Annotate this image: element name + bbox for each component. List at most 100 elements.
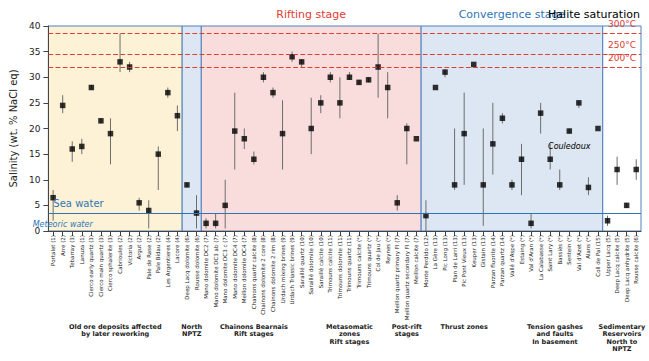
svg-text:Sedimentary: Sedimentary xyxy=(598,322,646,331)
svg-text:10: 10 xyxy=(29,175,41,185)
svg-text:Monte Perdido (12): Monte Perdido (12) xyxy=(423,235,429,287)
svg-text:La Calabasse (*): La Calabasse (*) xyxy=(538,235,544,280)
svg-text:Chainons dolomite 2 rim (8): Chainons dolomite 2 rim (8) xyxy=(270,235,276,312)
svg-text:Keuper (13): Keuper (13) xyxy=(471,235,478,267)
svg-text:Metasomatic: Metasomatic xyxy=(325,322,373,331)
svg-text:5: 5 xyxy=(35,200,41,210)
svg-text:Portalet (1): Portalet (1) xyxy=(50,235,56,266)
svg-text:Reservoirs: Reservoirs xyxy=(602,330,642,339)
svg-text:Bassiès (*): Bassiès (*) xyxy=(557,235,563,264)
svg-text:Sentein (*): Sentein (*) xyxy=(566,235,572,265)
svg-text:Pic Long (13): Pic Long (13) xyxy=(442,235,449,271)
svg-text:15: 15 xyxy=(29,149,40,159)
svg-text:Trimouns calcite (*): Trimouns calcite (*) xyxy=(356,235,362,289)
svg-text:North to: North to xyxy=(606,337,638,346)
svg-text:Meillon quartz secondary FI (7: Meillon quartz secondary FI (7) xyxy=(404,235,411,320)
svg-text:20: 20 xyxy=(29,124,41,134)
svg-text:Old ore deposits affected: Old ore deposits affected xyxy=(69,322,162,331)
svg-text:Urdach Triassic brines (9): Urdach Triassic brines (9) xyxy=(289,235,295,305)
svg-text:Deep Lacq dolomite (6): Deep Lacq dolomite (6) xyxy=(184,235,191,300)
svg-text:Pale de Rase (2): Pale de Rase (2) xyxy=(146,235,152,280)
svg-text:Thrust zones: Thrust zones xyxy=(441,323,488,331)
svg-text:Val d'Azet (*): Val d'Azet (*) xyxy=(576,235,582,271)
svg-text:Rousse dolomite (6): Rousse dolomite (6) xyxy=(194,235,200,290)
svg-text:NPTZ: NPTZ xyxy=(182,330,202,338)
svg-text:250°C: 250°C xyxy=(608,40,636,50)
svg-text:Mano dolomite DC2 (7): Mano dolomite DC2 (7) xyxy=(203,235,209,299)
svg-text:40: 40 xyxy=(29,21,41,31)
svg-text:Chainons Bearnais: Chainons Bearnais xyxy=(219,322,288,331)
svg-text:Val d'Aran (*): Val d'Aran (*) xyxy=(528,235,534,272)
svg-text:Saraillé dolomite (10): Saraillé dolomite (10) xyxy=(308,235,314,294)
svg-text:Couledoux: Couledoux xyxy=(548,142,591,151)
svg-text:Post-rift: Post-rift xyxy=(391,322,422,331)
svg-text:Trimouns quartz (*): Trimouns quartz (*) xyxy=(366,235,373,289)
svg-text:300°C: 300°C xyxy=(608,19,636,29)
svg-text:Cabrioules (2): Cabrioules (2) xyxy=(117,235,123,274)
svg-text:Meillon dolomite DC4 (7): Meillon dolomite DC4 (7) xyxy=(241,235,247,303)
svg-text:Mano dolomite DC3 ab (7): Mano dolomite DC3 ab (7) xyxy=(213,235,219,307)
svg-text:Meillon calcite (7): Meillon calcite (7) xyxy=(413,235,419,284)
svg-text:Argut (2): Argut (2) xyxy=(136,235,143,260)
svg-text:Parzan quartz (14): Parzan quartz (14) xyxy=(499,235,506,286)
svg-text:Tebarray (3): Tebarray (3) xyxy=(69,235,76,269)
svg-text:Urdach mixing brines (9): Urdach mixing brines (9) xyxy=(280,235,287,303)
svg-text:Les Argentieres (4): Les Argentieres (4) xyxy=(165,235,172,287)
svg-text:Pale Bidau (2): Pale Bidau (2) xyxy=(155,235,161,273)
svg-text:Rift stages: Rift stages xyxy=(330,338,370,346)
svg-text:30: 30 xyxy=(29,72,41,82)
svg-text:Saraillé calcite (10): Saraillé calcite (10) xyxy=(318,235,324,288)
svg-text:Convergence stage: Convergence stage xyxy=(458,7,566,21)
svg-text:Saraillé quartz (10): Saraillé quartz (10) xyxy=(299,235,306,288)
svg-text:Upper Lacq (5): Upper Lacq (5) xyxy=(605,235,612,276)
svg-text:35: 35 xyxy=(29,47,40,57)
svg-text:NPTZ: NPTZ xyxy=(612,345,632,353)
svg-text:Deep Lacq calcite (5): Deep Lacq calcite (5) xyxy=(614,235,621,294)
svg-text:In basement: In basement xyxy=(532,338,578,346)
svg-text:Chainons quartz calcite (8): Chainons quartz calcite (8) xyxy=(251,235,258,309)
svg-text:Cierco early quartz (3): Cierco early quartz (3) xyxy=(88,235,95,297)
svg-text:and faults: and faults xyxy=(536,330,574,339)
svg-text:zones: zones xyxy=(338,330,360,339)
svg-text:Lanuza (1): Lanuza (1) xyxy=(79,235,85,264)
svg-text:Trimouns dolomite (11): Trimouns dolomite (11) xyxy=(337,235,343,300)
svg-text:Trimouns quartz (11): Trimouns quartz (11) xyxy=(346,235,353,293)
svg-text:Victoria (2): Victoria (2) xyxy=(127,235,133,265)
svg-text:25: 25 xyxy=(29,98,40,108)
svg-text:Pic Pont Vieux (13): Pic Pont Vieux (13) xyxy=(461,235,467,287)
svg-text:Reynes (*): Reynes (*) xyxy=(385,235,392,264)
svg-text:Arre (2): Arre (2) xyxy=(60,235,66,256)
svg-text:Sea water: Sea water xyxy=(53,198,104,209)
svg-text:Col de Jau (*): Col de Jau (*) xyxy=(375,235,382,271)
svg-text:Chainons dolomite 2 core (8): Chainons dolomite 2 core (8) xyxy=(260,235,266,315)
svg-text:Saint Lary (*): Saint Lary (*) xyxy=(547,235,554,272)
svg-text:stages: stages xyxy=(395,330,419,338)
svg-text:Cierco main quartz (3): Cierco main quartz (3) xyxy=(98,235,105,297)
svg-text:Coll de Pal (15): Coll de Pal (15) xyxy=(595,235,601,277)
svg-text:Halite saturation: Halite saturation xyxy=(548,7,640,21)
svg-text:Mano dolomite DC3 c (7): Mano dolomite DC3 c (7) xyxy=(222,235,228,304)
svg-text:La Gère (13): La Gère (13) xyxy=(432,235,438,269)
svg-text:Vallé d'Aspe (*): Vallé d'Aspe (*) xyxy=(509,235,516,277)
svg-text:Alans (*): Alans (*) xyxy=(585,235,591,259)
svg-text:Rift stages: Rift stages xyxy=(234,330,274,338)
svg-text:Rousse calcite (6): Rousse calcite (6) xyxy=(633,235,639,284)
svg-text:Lacore (4): Lacore (4) xyxy=(174,235,180,263)
svg-text:Meillon quartz primary FI (7): Meillon quartz primary FI (7) xyxy=(394,235,401,313)
svg-text:by later reworking: by later reworking xyxy=(81,330,149,338)
svg-text:Mano dolomite DC4 (7): Mano dolomite DC4 (7) xyxy=(232,235,238,299)
svg-text:Salinity (wt. % NaCl eq): Salinity (wt. % NaCl eq) xyxy=(8,69,19,187)
svg-text:Plan de Larri (13): Plan de Larri (13) xyxy=(452,235,458,283)
svg-text:Cierco sphalerite (3): Cierco sphalerite (3) xyxy=(107,235,114,291)
svg-text:Parzan fluorite (14): Parzan fluorite (14) xyxy=(490,235,496,288)
svg-text:Meteoric water: Meteoric water xyxy=(33,220,94,229)
svg-text:North: North xyxy=(181,322,203,331)
svg-text:Rifting stage: Rifting stage xyxy=(276,8,346,21)
svg-text:200°C: 200°C xyxy=(608,53,636,63)
svg-text:Gistain (13): Gistain (13) xyxy=(480,235,486,267)
svg-text:Tension gashes: Tension gashes xyxy=(527,322,583,331)
svg-text:Estaing (*): Estaing (*) xyxy=(519,235,526,264)
svg-text:Trimouns calcite (11): Trimouns calcite (11) xyxy=(327,235,333,294)
svg-text:0: 0 xyxy=(34,226,41,236)
svg-text:Deep Lacq anhydrite (5): Deep Lacq anhydrite (5) xyxy=(624,235,631,302)
